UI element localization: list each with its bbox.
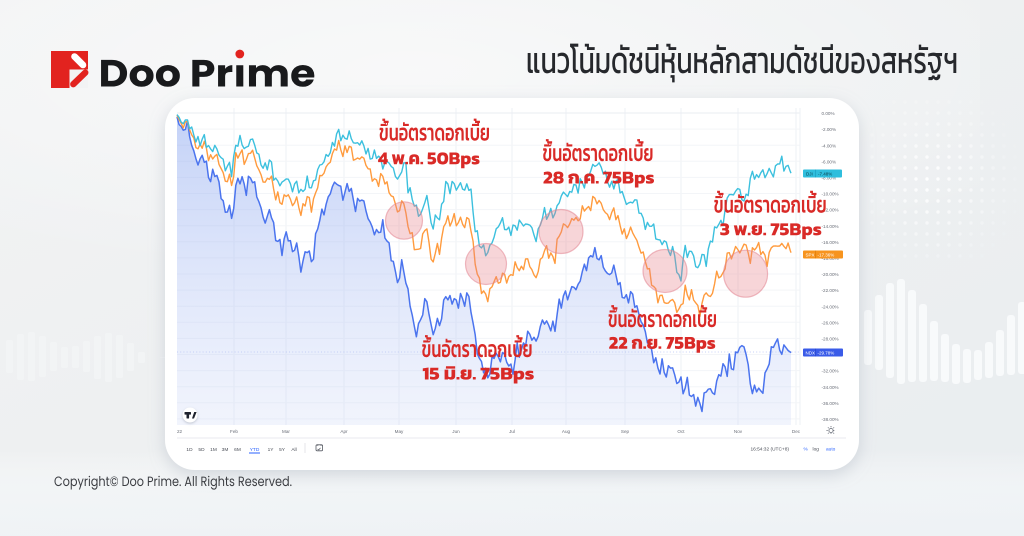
svg-text:-34.00%: -34.00% bbox=[822, 385, 839, 390]
svg-text:Feb: Feb bbox=[230, 429, 238, 434]
svg-text:-8.00%: -8.00% bbox=[822, 176, 837, 181]
svg-text:-29.78%: -29.78% bbox=[818, 351, 835, 356]
svg-text:-20.00%: -20.00% bbox=[822, 272, 839, 277]
svg-text:NDX: NDX bbox=[806, 351, 816, 356]
svg-text:5Y: 5Y bbox=[279, 447, 286, 453]
svg-text:Nov: Nov bbox=[734, 429, 743, 434]
svg-text:Mar: Mar bbox=[282, 429, 290, 434]
svg-text:0.00%: 0.00% bbox=[822, 111, 835, 116]
svg-text:May: May bbox=[395, 429, 404, 434]
svg-text:-36.00%: -36.00% bbox=[822, 401, 839, 406]
svg-text:1D: 1D bbox=[186, 447, 193, 453]
svg-text:-38.00%: -38.00% bbox=[822, 417, 839, 422]
svg-text:-2.00%: -2.00% bbox=[822, 127, 837, 132]
svg-text:Dec: Dec bbox=[792, 429, 801, 434]
svg-text:log: log bbox=[813, 446, 820, 452]
svg-text:-26.00%: -26.00% bbox=[822, 320, 839, 325]
svg-text:22: 22 bbox=[177, 429, 183, 434]
svg-text:16:54:32 (UTC+8): 16:54:32 (UTC+8) bbox=[750, 447, 789, 453]
svg-text:-10.00%: -10.00% bbox=[822, 192, 839, 197]
svg-text:%: % bbox=[804, 446, 809, 452]
svg-text:Jul: Jul bbox=[509, 429, 515, 434]
svg-text:-17.36%: -17.36% bbox=[818, 253, 835, 258]
svg-text:-6.00%: -6.00% bbox=[822, 159, 837, 164]
svg-text:-14.00%: -14.00% bbox=[822, 224, 839, 229]
svg-text:5D: 5D bbox=[198, 447, 205, 453]
svg-text:-16.00%: -16.00% bbox=[822, 240, 839, 245]
svg-text:-28.00%: -28.00% bbox=[822, 337, 839, 342]
svg-text:Sep: Sep bbox=[621, 429, 630, 434]
svg-text:Oct: Oct bbox=[677, 429, 685, 434]
svg-text:1Y: 1Y bbox=[268, 447, 275, 453]
svg-text:3M: 3M bbox=[222, 447, 229, 453]
svg-text:DJI: DJI bbox=[806, 172, 813, 177]
svg-text:-4.00%: -4.00% bbox=[822, 143, 837, 148]
svg-text:Jun: Jun bbox=[452, 429, 460, 434]
svg-text:-7.48%: -7.48% bbox=[818, 172, 832, 177]
svg-text:-22.00%: -22.00% bbox=[822, 288, 839, 293]
svg-text:Apr: Apr bbox=[340, 429, 348, 434]
svg-text:-24.00%: -24.00% bbox=[822, 304, 839, 309]
svg-text:All: All bbox=[291, 447, 296, 453]
svg-text:SPX: SPX bbox=[806, 253, 815, 258]
svg-text:6M: 6M bbox=[234, 447, 241, 453]
svg-text:auto: auto bbox=[826, 446, 836, 452]
svg-text:1M: 1M bbox=[210, 447, 217, 453]
svg-text:YTD: YTD bbox=[250, 447, 260, 453]
svg-text:-12.00%: -12.00% bbox=[822, 208, 839, 213]
svg-text:-32.00%: -32.00% bbox=[822, 369, 839, 374]
svg-text:Aug: Aug bbox=[562, 429, 571, 434]
